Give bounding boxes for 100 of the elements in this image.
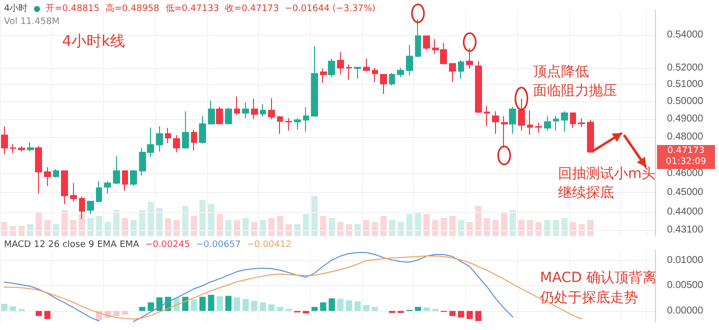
candlestick [242,102,249,119]
candlestick [251,98,258,120]
y-tick-label: 0.43100 [667,224,704,236]
bar [148,302,154,311]
bar [475,310,482,321]
bar [424,214,430,236]
candlestick [199,116,206,144]
candlestick [165,128,171,144]
bar [372,306,378,311]
bar [398,222,404,236]
candlestick [1,126,8,155]
candlestick [277,115,283,134]
bar [260,220,266,236]
candlestick [87,200,94,215]
candlestick [346,64,352,80]
bar [510,210,516,236]
candlestick [173,134,180,153]
bar [70,220,76,236]
candlestick [27,142,34,152]
bar [174,220,180,236]
bar [440,218,447,236]
bar [182,296,188,311]
annotation: 高=0.48958 [106,2,160,15]
bar [432,220,438,236]
candlestick [44,166,51,187]
bar [363,220,370,236]
bar [458,310,464,318]
bar [294,224,300,236]
bar [164,218,172,236]
bar [208,294,214,311]
candlestick [372,67,378,83]
bar [570,222,576,236]
bar [518,220,525,236]
candlestick [225,107,232,125]
bar [251,300,258,311]
bar [242,298,249,311]
bar [199,296,206,311]
bar [328,298,335,311]
candlestick [328,58,335,78]
candlestick [18,146,25,152]
bar [587,220,594,236]
bar [268,218,275,236]
bar [139,306,146,311]
bar [475,206,482,236]
bar [190,216,198,236]
bar [156,208,163,236]
bar [372,222,378,236]
text: 01:32:09 [664,157,708,168]
y-tick-label: 0.52000 [667,62,704,74]
bar [36,310,42,316]
annotation: −0.01644 (−3.37%) [284,4,376,14]
candlestick [53,168,59,178]
candlestick [61,170,68,205]
bar [44,220,51,236]
annotation: 仍处于探底走势 [540,290,638,307]
candlestick [415,18,421,58]
bar [225,296,232,311]
bar [225,220,232,236]
candlestick [156,126,163,152]
candlestick [570,112,576,129]
bar [208,204,214,236]
line-series [4,256,582,320]
y-tick-label: 0.46000 [667,168,704,180]
bar [354,301,361,311]
bar [113,210,120,236]
candlestick [285,118,292,132]
bar [561,218,568,236]
candlestick [70,182,77,202]
annotation: MACD 确认顶背离 [540,270,656,287]
bar [276,306,284,311]
bar [87,218,94,236]
bar [10,306,16,311]
bar [544,220,550,236]
y-tick-label: 0.54000 [667,30,704,41]
bar [328,218,335,236]
bar [286,224,292,236]
annotation: 继续探底 [558,185,614,202]
candlestick [527,110,533,136]
candlestick [509,106,516,134]
bar [122,310,128,314]
bar [44,310,51,319]
bar [354,224,361,236]
candlestick [113,156,120,185]
bar [276,216,284,236]
bar [337,298,344,311]
candlestick [380,74,387,94]
bar [449,310,456,316]
bar [122,218,128,236]
bar [466,310,473,319]
annotation: 回抽测试小m头 [558,166,656,183]
candlestick [260,104,266,118]
candlestick [553,115,559,132]
bar [484,218,490,236]
bar [182,206,188,236]
bar [1,222,8,236]
bar [311,196,318,236]
candlestick [303,106,309,132]
bar [27,224,34,236]
bar [363,304,370,311]
candlestick [466,48,473,70]
